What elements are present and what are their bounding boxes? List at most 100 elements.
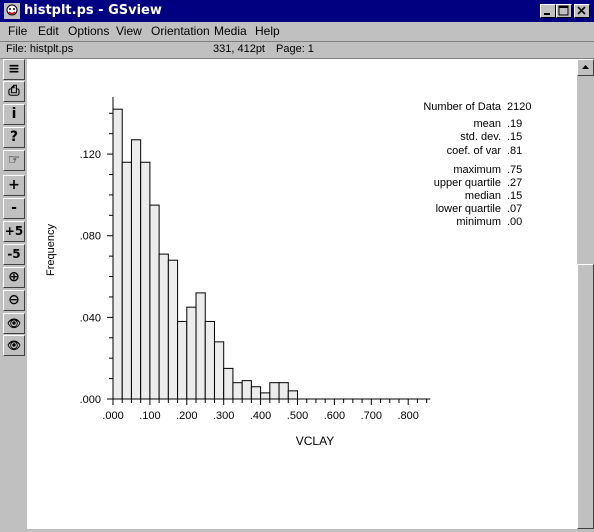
histogram-bar	[149, 204, 160, 400]
previous-page-icon: -	[11, 200, 17, 216]
histogram-bar	[250, 386, 262, 400]
histogram-bar	[204, 320, 215, 400]
histogram-bar	[167, 259, 179, 400]
eye-button[interactable]: 👁	[3, 335, 25, 356]
zoom-out-icon: ⊖	[8, 292, 20, 308]
back-5-button[interactable]: -5	[3, 244, 25, 265]
histogram-bar	[158, 253, 169, 400]
histogram-bar	[177, 320, 188, 400]
goto-page-button[interactable]: ☞	[3, 150, 25, 171]
histogram-bar	[186, 306, 197, 400]
status-coords: 331, 412pt	[213, 43, 265, 55]
histogram-bar	[213, 341, 225, 400]
stat-value: 2120	[507, 101, 531, 113]
minimize-button[interactable]	[540, 4, 556, 18]
open-document-icon: ≡	[8, 61, 20, 77]
stat-value: .00	[507, 216, 522, 228]
title-bar: histplt.ps - GSview	[0, 0, 594, 22]
menu-orientation[interactable]: Orientation	[151, 24, 210, 38]
menu-bar: File Edit Options View Orientation Media…	[0, 22, 594, 42]
stat-label: maximum	[453, 164, 501, 176]
stat-value: .07	[507, 203, 522, 215]
x-tick-label: .000	[102, 410, 123, 422]
stat-label: mean	[473, 118, 501, 130]
arrow-up-icon	[582, 65, 589, 69]
stat-label: upper quartile	[434, 177, 501, 189]
gsview-app-icon[interactable]	[4, 3, 20, 19]
histogram-bar	[241, 380, 252, 400]
scroll-up-button[interactable]	[577, 59, 594, 76]
histogram-bar	[287, 390, 298, 400]
menu-options[interactable]: Options	[68, 24, 110, 38]
close-icon	[577, 6, 586, 15]
histogram-bar	[278, 382, 289, 400]
stat-label: std. dev.	[460, 131, 501, 143]
x-tick-label: .100	[139, 410, 160, 422]
info-icon: i	[11, 106, 17, 122]
document-canvas: .000 .100 .200 .300 .400 .500 .600 .700 .800 .000…	[27, 59, 577, 529]
maximize-icon	[558, 5, 569, 16]
histogram-bar	[121, 161, 132, 400]
eye-icon: 👁	[7, 339, 21, 352]
histogram-bar	[140, 161, 151, 400]
menu-file[interactable]: File	[8, 24, 28, 38]
y-tick-label: .000	[80, 394, 101, 406]
zoom-out-button[interactable]: ⊖	[3, 290, 25, 311]
x-tick-label: .700	[361, 410, 382, 422]
toolbar: ≡ ⎙ i? ☞ + - +5 -5 ⊕ ⊖ 👁 👁	[2, 59, 26, 529]
zoom-in-icon: ⊕	[8, 269, 20, 285]
forward-5-button[interactable]: +5	[3, 221, 25, 242]
x-axis-label: VCLAY	[296, 434, 334, 448]
histogram-bar	[130, 139, 142, 400]
open-document-button[interactable]: ≡	[3, 59, 25, 80]
menu-view[interactable]: View	[116, 24, 142, 38]
stat-label: minimum	[456, 216, 501, 228]
y-tick-label: .040	[80, 312, 101, 324]
maximize-button[interactable]	[556, 4, 572, 18]
close-button[interactable]	[574, 4, 590, 18]
stat-value: .81	[507, 145, 522, 157]
stat-label: lower quartile	[436, 203, 501, 215]
y-tick-label: .120	[80, 149, 101, 161]
eye-text-button[interactable]: 👁	[3, 313, 25, 334]
previous-page-button[interactable]: -	[3, 198, 25, 219]
menu-edit[interactable]: Edit	[38, 24, 59, 38]
stat-value: .15	[507, 190, 522, 202]
zoom-in-button[interactable]: ⊕	[3, 267, 25, 288]
stat-value: .75	[507, 164, 522, 176]
x-tick-label: .400	[250, 410, 271, 422]
menu-help[interactable]: Help	[255, 24, 280, 38]
stat-label: coef. of var	[447, 145, 502, 157]
histogram-bar	[223, 367, 234, 400]
help-button[interactable]: ?	[3, 127, 25, 148]
menu-media[interactable]: Media	[214, 24, 247, 38]
histogram-bar	[112, 108, 123, 400]
x-tick-label: .300	[213, 410, 234, 422]
stat-label: median	[465, 190, 501, 202]
stat-label: Number of Data	[423, 101, 502, 113]
status-file: File: histplt.ps	[6, 43, 74, 55]
y-tick-label: .080	[80, 231, 101, 243]
info-button[interactable]: i	[3, 104, 25, 125]
next-page-icon: +	[8, 177, 20, 193]
back-5-icon: -5	[7, 247, 21, 261]
x-tick-label: .500	[287, 410, 308, 422]
goto-page-icon: ☞	[7, 152, 21, 168]
vertical-scrollbar[interactable]	[577, 59, 594, 529]
y-axis-label: Frequency	[45, 224, 57, 276]
print-button[interactable]: ⎙	[3, 81, 25, 102]
histogram-bar	[260, 392, 271, 400]
next-page-button[interactable]: +	[3, 175, 25, 196]
x-tick-label: .200	[176, 410, 197, 422]
window-title: histplt.ps - GSview	[24, 3, 162, 18]
histogram-bar	[195, 292, 206, 400]
histogram-bar	[232, 382, 243, 400]
x-tick-label: .800	[397, 410, 418, 422]
histogram-bar	[269, 382, 280, 400]
histogram-chart: .000 .100 .200 .300 .400 .500 .600 .700 .800 .000…	[45, 96, 531, 448]
eye-text-icon: 👁	[7, 317, 21, 330]
status-page: Page: 1	[276, 43, 314, 55]
status-bar: File: histplt.ps 331, 412pt Page: 1	[0, 42, 594, 59]
help-icon: ?	[9, 129, 19, 145]
scroll-thumb[interactable]	[577, 264, 594, 529]
